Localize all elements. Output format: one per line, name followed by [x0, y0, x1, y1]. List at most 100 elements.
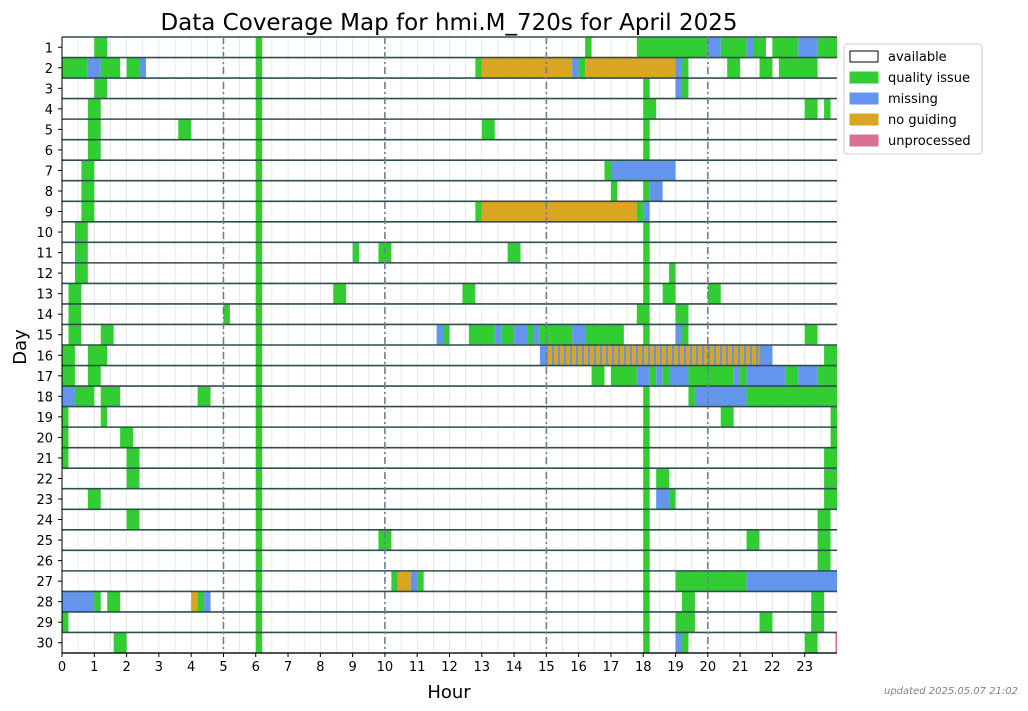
segment-quality-issue	[643, 324, 650, 345]
segment-quality-issue	[255, 324, 263, 345]
x-tick-label: 16	[570, 660, 587, 675]
y-tick-label: 30	[36, 637, 53, 652]
x-tick-label: 11	[409, 660, 426, 675]
y-tick-label: 25	[36, 534, 53, 549]
segment-quality-issue	[643, 98, 657, 120]
segment-quality-issue	[255, 488, 263, 510]
segment-quality-issue	[62, 611, 69, 633]
segment-quality-issue	[81, 160, 95, 181]
segment-missing	[572, 57, 579, 79]
segment-missing	[643, 201, 650, 222]
y-tick-label: 19	[36, 411, 53, 426]
y-tick-label: 20	[36, 431, 53, 446]
segment-quality-issue	[636, 37, 708, 58]
y-tick-label: 24	[36, 514, 53, 529]
x-tick-label: 13	[474, 660, 491, 675]
segment-quality-issue	[643, 529, 650, 551]
segment-missing	[62, 591, 95, 612]
segment-quality-issue	[255, 550, 263, 571]
segment-quality-issue	[443, 324, 450, 345]
x-tick-label: 17	[603, 660, 620, 675]
segment-missing	[694, 386, 747, 407]
y-tick-label: 11	[36, 247, 53, 262]
segment-missing	[610, 160, 676, 181]
segment-quality-issue	[643, 221, 650, 243]
segment-quality-issue	[643, 488, 650, 510]
segment-quality-issue	[74, 262, 88, 284]
segment-quality-issue	[100, 57, 121, 79]
segment-quality-issue	[107, 591, 121, 612]
segment-missing	[746, 37, 754, 58]
segment-missing	[139, 57, 146, 79]
segment-quality-issue	[682, 78, 689, 99]
segment-quality-issue	[255, 37, 263, 58]
segment-quality-issue	[255, 632, 263, 653]
segment-quality-issue	[643, 468, 650, 489]
y-tick-label: 18	[36, 390, 53, 405]
segment-quality-issue	[94, 37, 108, 58]
segment-quality-issue	[688, 386, 695, 407]
segment-quality-issue	[100, 406, 108, 428]
segment-quality-issue	[62, 406, 69, 428]
segment-quality-issue	[68, 303, 82, 325]
segment-quality-issue	[643, 262, 650, 284]
segment-quality-issue	[255, 262, 263, 284]
segment-missing	[410, 570, 418, 592]
segment-quality-issue	[481, 119, 495, 140]
segment-quality-issue	[759, 611, 773, 633]
segment-missing	[87, 57, 101, 79]
y-tick-label: 27	[36, 575, 53, 590]
legend-swatch	[849, 71, 879, 84]
segment-no-guiding	[191, 591, 198, 612]
legend-swatch	[849, 134, 879, 147]
segment-missing	[759, 345, 773, 366]
segment-quality-issue	[255, 529, 263, 551]
segment-quality-issue	[817, 529, 831, 551]
segment-quality-issue	[610, 180, 618, 202]
segment-quality-issue	[255, 180, 263, 202]
segment-quality-issue	[585, 324, 624, 345]
segment-quality-issue	[604, 160, 611, 181]
y-tick-label: 17	[36, 370, 53, 385]
segment-missing	[204, 591, 211, 612]
legend-swatch	[849, 113, 879, 126]
segment-quality-issue	[675, 303, 689, 325]
segment-quality-issue	[255, 447, 263, 469]
x-tick-label: 15	[538, 660, 555, 675]
y-tick-label: 16	[36, 349, 53, 364]
segment-quality-issue	[255, 509, 263, 530]
segment-quality-issue	[255, 283, 263, 304]
segment-quality-issue	[643, 386, 650, 407]
segment-quality-issue	[378, 529, 392, 551]
legend: available quality issue missing no guiding u…	[843, 43, 983, 155]
y-tick-label: 2	[45, 62, 53, 77]
segment-quality-issue	[643, 447, 650, 469]
segment-missing	[533, 324, 540, 345]
segment-quality-issue	[643, 509, 650, 530]
segment-quality-issue	[643, 570, 650, 592]
x-tick-label: 14	[506, 660, 523, 675]
segment-quality-issue	[804, 632, 818, 653]
segment-quality-issue	[649, 365, 657, 387]
legend-swatch	[849, 92, 879, 105]
segment-missing	[62, 386, 75, 407]
segment-quality-issue	[87, 488, 101, 510]
plot-area	[61, 36, 838, 654]
segment-quality-issue	[643, 591, 650, 612]
y-tick-label: 4	[45, 103, 53, 118]
segment-quality-issue	[255, 365, 263, 387]
x-tick-label: 0	[58, 660, 66, 675]
segment-quality-issue	[255, 78, 263, 99]
segment-quality-issue	[817, 509, 831, 530]
x-tick-label: 4	[187, 660, 195, 675]
segment-quality-issue	[87, 139, 101, 161]
segment-quality-issue	[824, 468, 837, 489]
x-tick-label: 21	[732, 660, 749, 675]
x-tick-label: 9	[348, 660, 356, 675]
x-tick-label: 2	[122, 660, 130, 675]
segment-quality-issue	[81, 201, 95, 222]
segment-quality-issue	[688, 365, 734, 387]
y-axis-label: Day	[10, 329, 31, 365]
segment-missing	[798, 37, 818, 58]
